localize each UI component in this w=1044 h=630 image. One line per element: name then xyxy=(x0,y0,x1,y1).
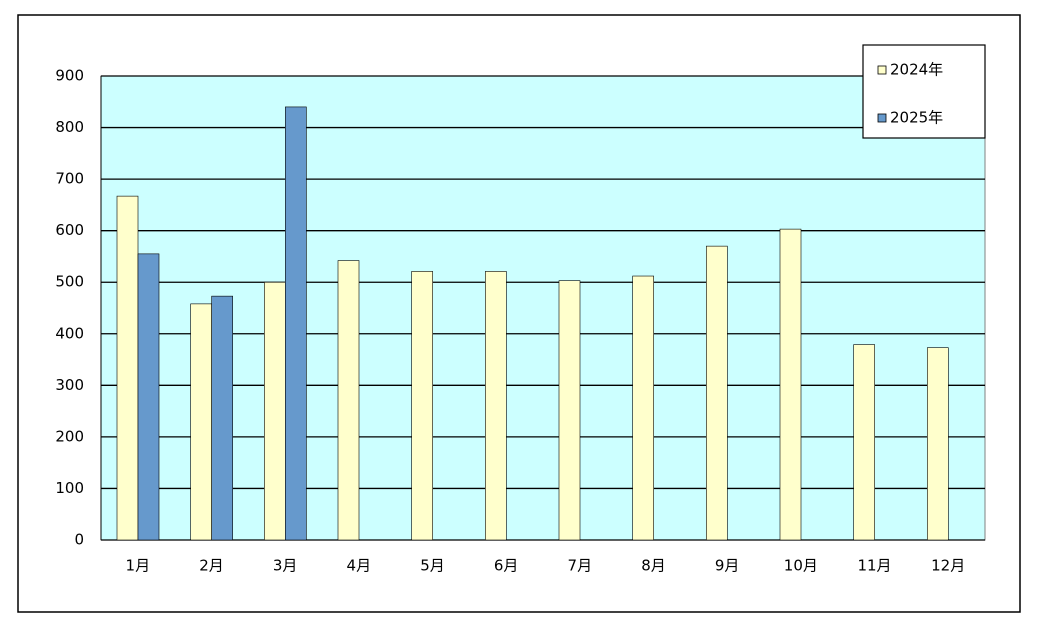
y-tick-label: 0 xyxy=(74,531,84,549)
bar xyxy=(706,245,728,541)
legend-label: 2025年 xyxy=(890,109,943,127)
x-tick-label: 11月 xyxy=(857,557,891,575)
bar xyxy=(190,303,212,541)
y-tick-label: 500 xyxy=(55,273,84,291)
bar xyxy=(558,280,581,541)
x-tick-label: 7月 xyxy=(568,557,593,575)
y-tick-label: 700 xyxy=(55,170,84,188)
y-tick-label: 400 xyxy=(55,324,84,342)
bar xyxy=(853,344,875,541)
y-tick-label: 100 xyxy=(55,479,84,497)
bar xyxy=(632,275,654,541)
y-tick-label: 600 xyxy=(55,221,84,239)
bar xyxy=(485,271,507,541)
x-tick-label: 6月 xyxy=(494,557,519,575)
bar xyxy=(337,260,360,541)
legend-swatch xyxy=(877,65,887,75)
x-tick-label: 3月 xyxy=(273,557,298,575)
bar xyxy=(927,347,949,541)
x-tick-label: 2月 xyxy=(199,557,224,575)
y-tick-label: 200 xyxy=(55,427,84,445)
bar xyxy=(779,228,802,541)
x-tick-label: 8月 xyxy=(641,557,666,575)
bar xyxy=(411,271,433,541)
bar xyxy=(264,281,286,541)
bar xyxy=(137,253,160,541)
legend-label: 2024年 xyxy=(890,61,943,79)
bar xyxy=(211,295,233,541)
x-tick-label: 12月 xyxy=(931,557,965,575)
y-tick-label: 300 xyxy=(55,376,84,394)
x-tick-label: 9月 xyxy=(715,557,740,575)
y-tick-label: 800 xyxy=(55,118,84,136)
plot-area xyxy=(100,75,986,541)
x-tick-label: 10月 xyxy=(784,557,818,575)
x-tick-label: 1月 xyxy=(126,557,151,575)
x-tick-label: 5月 xyxy=(420,557,445,575)
bar xyxy=(285,106,307,541)
x-tick-label: 4月 xyxy=(347,557,372,575)
legend-box xyxy=(862,44,986,139)
bar xyxy=(116,195,139,541)
y-tick-label: 900 xyxy=(55,67,84,85)
legend-swatch xyxy=(877,113,887,123)
